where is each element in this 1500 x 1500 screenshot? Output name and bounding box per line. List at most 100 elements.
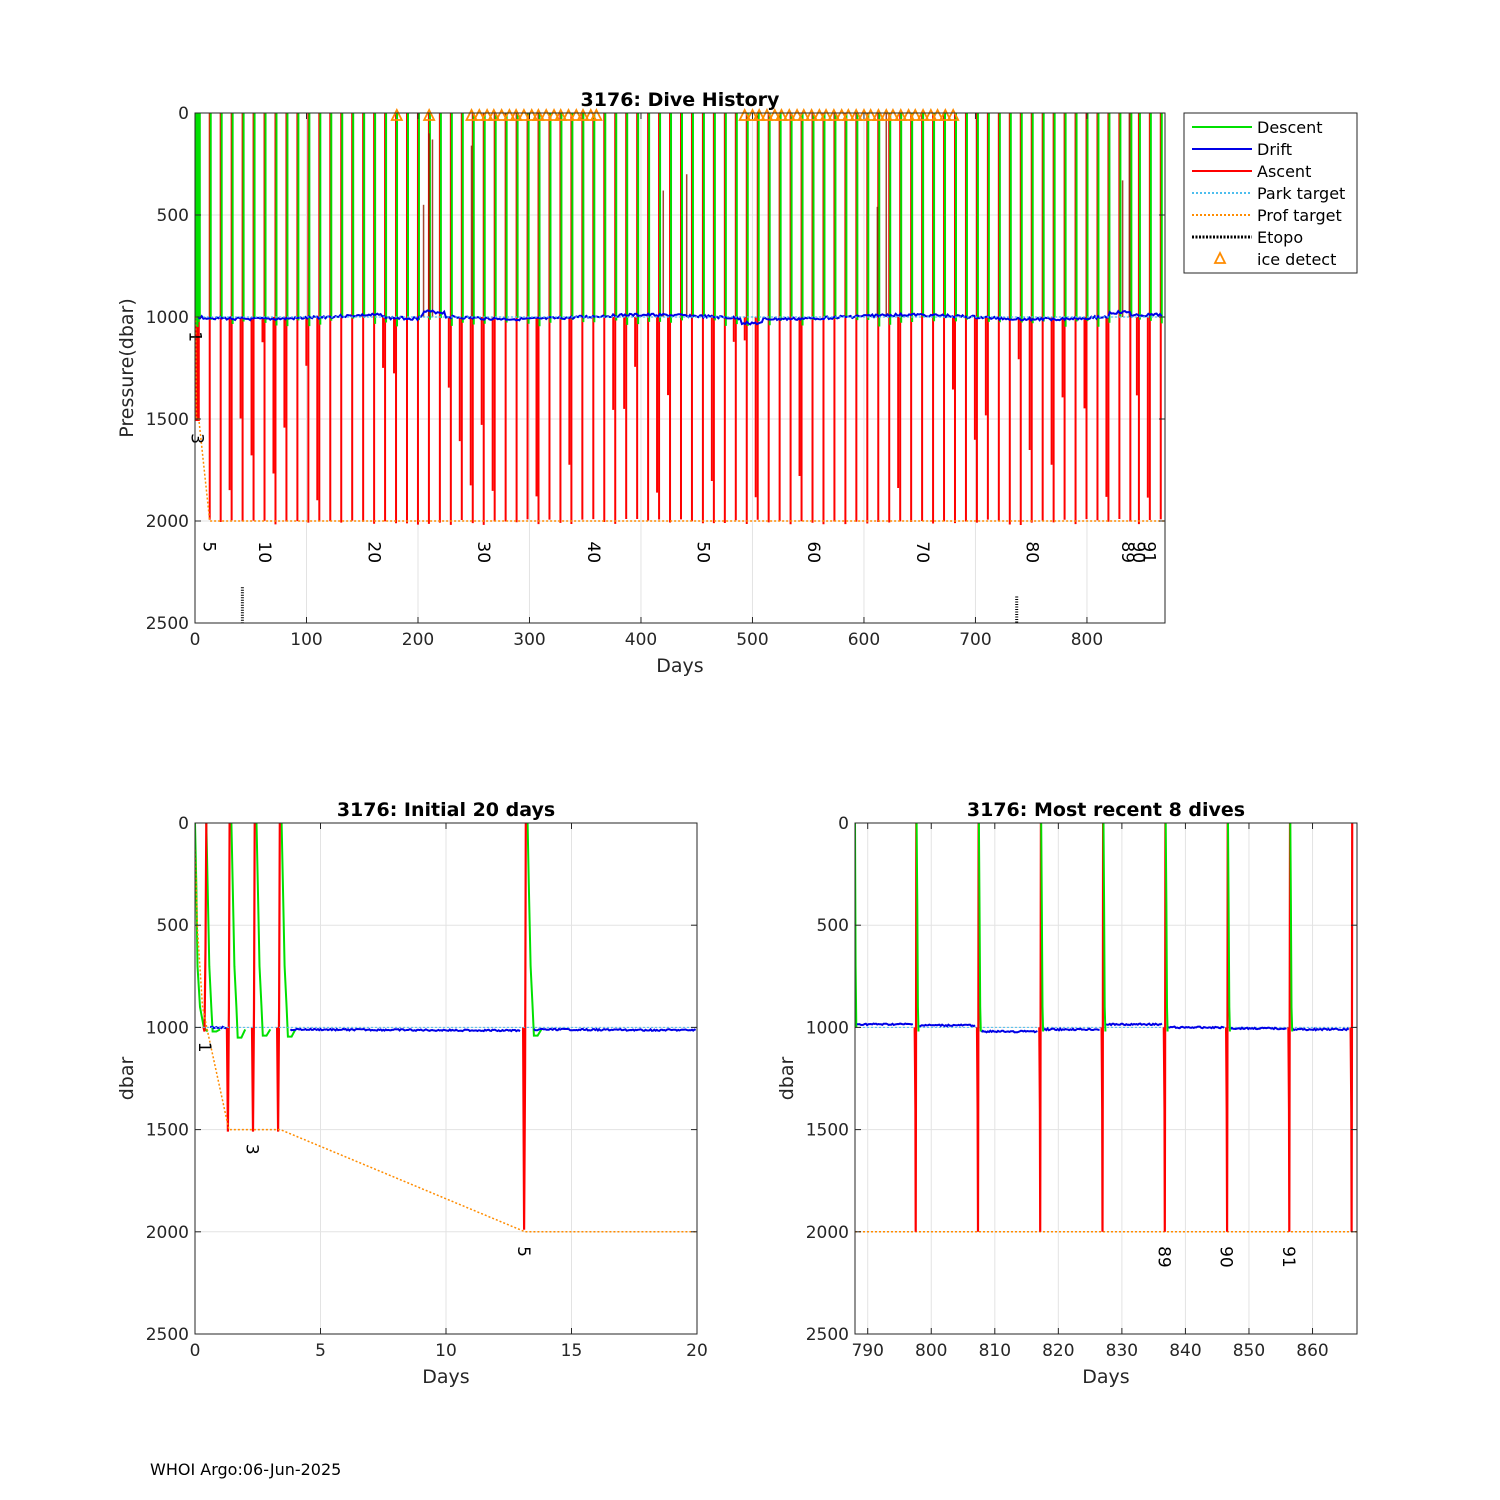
y-tick-label: 2000 bbox=[806, 1223, 849, 1243]
x-tick-label: 500 bbox=[736, 630, 768, 650]
x-tick-label: 830 bbox=[1106, 1341, 1138, 1361]
descent-line bbox=[915, 823, 920, 1032]
x-tick-label: 10 bbox=[435, 1341, 457, 1361]
drift-line bbox=[1043, 1027, 1100, 1032]
y-axis-label: dbar bbox=[776, 1057, 798, 1101]
chart-title: 3176: Initial 20 days bbox=[337, 799, 555, 821]
ice-detect-marker bbox=[916, 107, 930, 121]
cycle-label: 80 bbox=[1021, 541, 1041, 563]
ice-detect-marker bbox=[760, 107, 774, 121]
x-tick-label: 850 bbox=[1233, 1341, 1265, 1361]
ice-detect-marker bbox=[509, 107, 523, 121]
ice-detect-marker bbox=[805, 107, 819, 121]
cycle-label: 5 bbox=[513, 1246, 533, 1257]
cycle-label: 89 bbox=[1153, 1246, 1173, 1268]
cycle-label: 89 bbox=[1117, 541, 1137, 563]
cycle-label: 91 bbox=[1278, 1246, 1298, 1268]
drift-line bbox=[198, 309, 1163, 326]
y-tick-label: 1500 bbox=[146, 1121, 189, 1141]
prof-target-line bbox=[195, 849, 697, 1233]
ascent-line bbox=[1100, 823, 1105, 1232]
ice-detect-marker bbox=[879, 107, 893, 121]
ice-detect-marker bbox=[908, 107, 922, 121]
ice-detect-marker bbox=[924, 107, 938, 121]
ice-detect-marker bbox=[812, 107, 826, 121]
y-tick-label: 2500 bbox=[146, 1325, 189, 1345]
y-tick-label: 1000 bbox=[146, 1018, 189, 1038]
ice-detect-marker bbox=[531, 107, 545, 121]
ice-detect-marker bbox=[746, 107, 759, 121]
descent-line bbox=[280, 823, 297, 1038]
drift-line bbox=[919, 1023, 976, 1028]
ascent-line bbox=[1287, 823, 1292, 1232]
drift-line bbox=[289, 1027, 521, 1033]
ice-detect-marker bbox=[902, 107, 916, 121]
ice-detect-marker bbox=[752, 107, 766, 121]
cycle-label: 50 bbox=[692, 541, 712, 563]
y-tick-label: 500 bbox=[157, 916, 189, 936]
recent-dives-plot bbox=[855, 823, 1357, 1233]
ice-detect-marker bbox=[562, 107, 575, 121]
descent-line bbox=[526, 823, 543, 1037]
ice-detect-marker bbox=[819, 107, 833, 121]
drift-line bbox=[856, 1022, 914, 1027]
cycle-label: 1 bbox=[184, 331, 204, 342]
x-tick-label: 840 bbox=[1169, 1341, 1201, 1361]
ice-detect-marker bbox=[782, 107, 796, 121]
ascent-line bbox=[202, 823, 208, 1032]
cycle-label: 1 bbox=[194, 1042, 214, 1053]
legend-entry: Etopo bbox=[1257, 228, 1303, 247]
x-tick-label: 300 bbox=[513, 630, 545, 650]
ice-detect-marker bbox=[547, 107, 561, 121]
ascent-line bbox=[913, 823, 918, 1232]
ascent-line bbox=[521, 823, 527, 1230]
ice-detect-marker bbox=[589, 107, 603, 121]
y-tick-label: 1500 bbox=[146, 410, 189, 430]
ice-detect-marker bbox=[465, 107, 478, 121]
ascent-line bbox=[250, 823, 256, 1132]
ice-detect-marker bbox=[938, 107, 952, 121]
cycle-label: 20 bbox=[364, 541, 384, 563]
x-tick-label: 15 bbox=[561, 1341, 583, 1361]
y-tick-label: 500 bbox=[157, 206, 189, 226]
dive-history-plot bbox=[195, 113, 1165, 623]
cycle-label: 60 bbox=[803, 541, 823, 563]
cycle-label: 5 bbox=[199, 541, 219, 552]
x-tick-label: 810 bbox=[979, 1341, 1011, 1361]
cycle-label: 30 bbox=[473, 541, 493, 563]
ice-detect-marker bbox=[775, 107, 788, 121]
descent-line bbox=[255, 823, 272, 1037]
ice-detect-marker bbox=[841, 107, 855, 121]
ice-detect-marker bbox=[554, 107, 568, 121]
cycle-label: 3 bbox=[242, 1144, 262, 1155]
axes-frame bbox=[854, 822, 1358, 1335]
ice-detect-marker bbox=[931, 107, 945, 121]
chart-title: 3176: Most recent 8 dives bbox=[967, 799, 1245, 821]
cycle-label: 91 bbox=[1139, 541, 1159, 563]
drift-line bbox=[533, 1027, 697, 1032]
descent-line bbox=[977, 823, 982, 1032]
x-tick-label: 400 bbox=[625, 630, 657, 650]
y-tick-label: 500 bbox=[817, 916, 849, 936]
x-axis-label: Days bbox=[1082, 1366, 1129, 1388]
drift-line bbox=[1229, 1026, 1287, 1031]
ice-detect-marker bbox=[894, 107, 908, 121]
y-tick-label: 0 bbox=[178, 814, 189, 834]
recent-dives-chart: 89 90 91 790 800 810 820 830 840 850 860 0 500 1000 15… bbox=[776, 799, 1358, 1388]
x-tick-label: 700 bbox=[959, 630, 991, 650]
ice-detect-marker bbox=[569, 107, 583, 121]
legend-entry: ice detect bbox=[1257, 250, 1336, 269]
ice-detect-marker bbox=[422, 107, 436, 121]
x-tick-label: 200 bbox=[402, 630, 434, 650]
ice-detect-marker bbox=[768, 107, 782, 121]
legend-entry: Ascent bbox=[1257, 162, 1311, 181]
plot-area bbox=[855, 823, 1357, 1334]
y-tick-label: 2500 bbox=[146, 614, 189, 634]
x-tick-label: 5 bbox=[315, 1341, 326, 1361]
descent-line bbox=[1040, 823, 1045, 1032]
legend-marker-ice bbox=[1213, 250, 1227, 264]
axes-frame bbox=[194, 112, 1166, 624]
ice-detect-marker bbox=[472, 107, 486, 121]
